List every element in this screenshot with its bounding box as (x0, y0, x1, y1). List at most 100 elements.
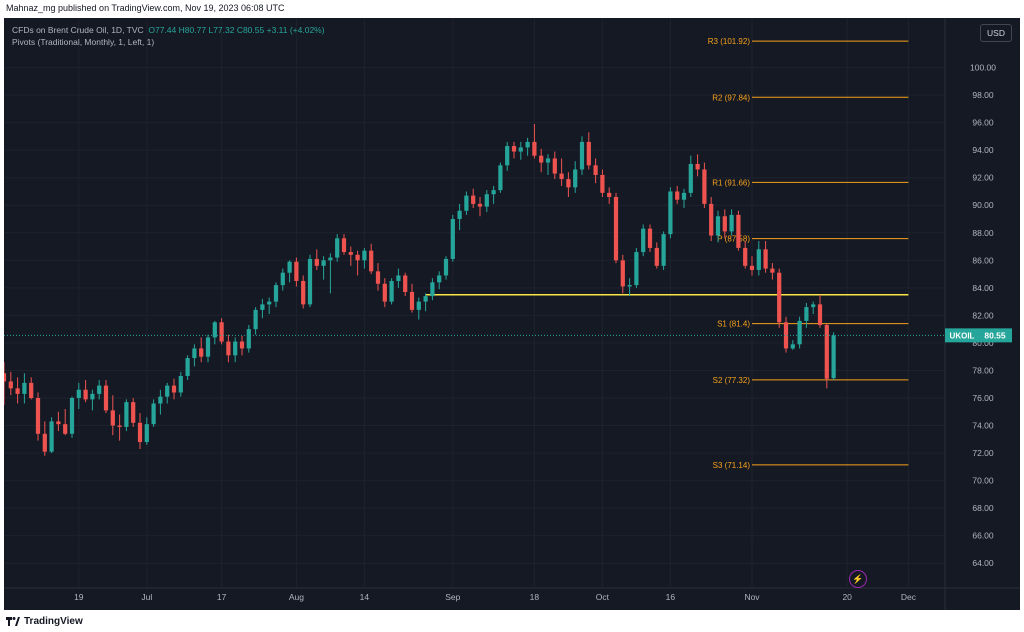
candle (471, 188, 476, 208)
candle (763, 241, 768, 273)
candle-body (185, 358, 190, 376)
x-tick-label: Oct (596, 592, 610, 602)
candle (783, 316, 789, 353)
candle-body (8, 381, 13, 389)
candle-body (192, 348, 197, 359)
last-price-label: 80.55 (984, 330, 1006, 340)
candle (505, 141, 510, 171)
candle (335, 234, 340, 262)
candle-body (260, 304, 265, 310)
candle (681, 188, 687, 208)
candle (525, 137, 530, 156)
candle (484, 190, 489, 213)
candle (178, 371, 183, 397)
candle (675, 185, 680, 204)
lightning-icon[interactable]: ⚡ (849, 570, 867, 588)
candle (192, 344, 197, 367)
candle (831, 332, 836, 380)
pivot-label: S1 (81.4) (717, 320, 750, 329)
candle (212, 320, 217, 345)
y-tick-label: 78.00 (972, 365, 994, 375)
y-tick-label: 64.00 (972, 558, 994, 568)
candle (593, 158, 598, 184)
candle (688, 155, 693, 197)
candle (647, 224, 653, 253)
pivot-label: R3 (101.92) (708, 37, 751, 46)
candle-body (246, 329, 251, 349)
footer-brand: TradingView (24, 616, 83, 627)
candle (219, 318, 224, 345)
candle-body (212, 322, 217, 338)
candle (607, 187, 612, 204)
candle (56, 411, 61, 432)
candle-body (566, 179, 571, 188)
candle (124, 399, 129, 432)
candle-body (443, 258, 449, 276)
candle (8, 371, 13, 396)
y-tick-label: 66.00 (972, 531, 994, 541)
candle-body (681, 192, 687, 200)
candle (171, 378, 177, 400)
y-tick-label: 96.00 (972, 118, 994, 128)
legend-open: O77.44 (148, 25, 177, 35)
candle (437, 271, 442, 290)
x-tick-label: 16 (666, 592, 676, 602)
pivot-label: R1 (91.66) (712, 178, 750, 187)
candle-body (151, 403, 156, 425)
candle (641, 224, 646, 257)
candlestick-chart[interactable]: R3 (101.92) R2 (97.84) R1 (91.66) P (87.58)… (1, 18, 1020, 610)
candle-body (199, 348, 204, 357)
candle-body (42, 433, 47, 452)
candle (239, 336, 245, 356)
candle-body (831, 335, 836, 379)
candle-body (63, 424, 68, 434)
candle-body (573, 169, 578, 188)
candle-body (613, 196, 619, 261)
candle (321, 256, 326, 280)
candle (559, 158, 564, 186)
candle (457, 203, 462, 231)
candle (22, 373, 27, 404)
candle (491, 185, 496, 204)
chart-area[interactable]: R3 (101.92) R2 (97.84) R1 (91.66) P (87.58)… (1, 18, 1020, 610)
candle (103, 380, 109, 414)
candle (246, 325, 251, 353)
candle (69, 396, 75, 438)
candle-body (165, 385, 170, 397)
candle-body (382, 283, 387, 302)
candle (715, 210, 721, 243)
candle-body (233, 341, 238, 356)
candle-body (797, 320, 802, 345)
candle-body (525, 141, 530, 148)
candle (450, 214, 455, 262)
candle-body (620, 260, 625, 287)
candle (661, 231, 666, 270)
legend-low: L77.32 (208, 25, 235, 35)
candle (804, 303, 809, 328)
candle (654, 242, 659, 269)
candle (199, 337, 204, 363)
candle-body (171, 385, 177, 393)
candle-body (321, 260, 326, 266)
candle (729, 209, 734, 236)
candle-body (22, 382, 27, 394)
candle (294, 257, 299, 287)
candle (756, 241, 761, 276)
candle-body (688, 163, 693, 193)
x-tick-label: Aug (289, 592, 304, 602)
candle-body (552, 158, 557, 174)
candle (273, 282, 279, 308)
candle-body (124, 402, 129, 427)
candle-body (668, 191, 673, 235)
candle (15, 377, 20, 404)
candle-body (824, 325, 829, 379)
y-tick-label: 90.00 (972, 200, 994, 210)
candle (301, 275, 306, 309)
pivot-label: S2 (77.32) (713, 376, 751, 385)
currency-button[interactable]: USD (980, 24, 1012, 42)
legend-close: C80.55 (236, 25, 265, 35)
candle (464, 191, 469, 215)
symbol-badge (945, 328, 979, 343)
candle-body (97, 385, 102, 394)
candle-body (661, 234, 666, 266)
